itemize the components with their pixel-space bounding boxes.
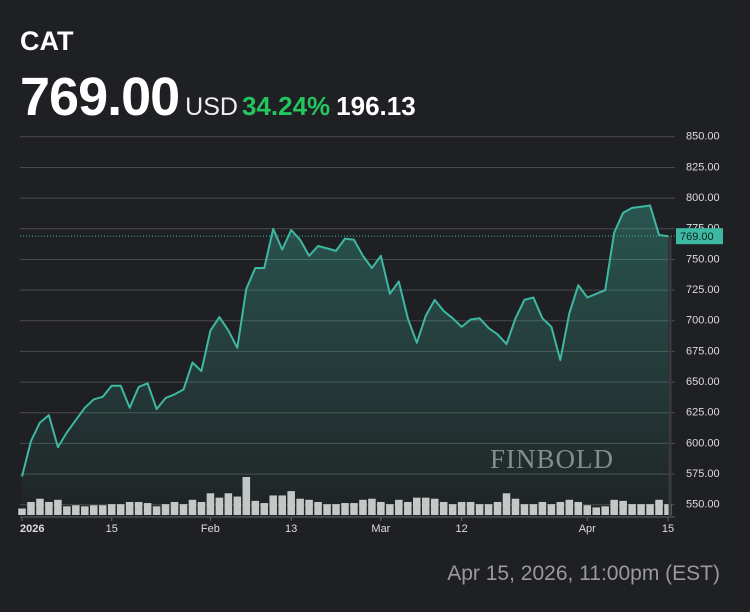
x-tick-label: 13 xyxy=(285,523,297,535)
x-tick-label: Apr xyxy=(579,523,596,535)
timestamp: Apr 15, 2026, 11:00pm (EST) xyxy=(447,562,720,585)
y-tick-label: 600.00 xyxy=(686,437,720,449)
y-tick-label: 725.00 xyxy=(686,284,720,296)
price-tag-label: 769.00 xyxy=(680,231,714,243)
change-absolute: 196.13 xyxy=(336,91,416,121)
area xyxy=(22,205,668,517)
y-tick-label: 675.00 xyxy=(686,345,720,357)
y-tick-label: 625.00 xyxy=(686,407,720,419)
price: 769.00 xyxy=(20,67,180,127)
x-tick-label: Mar xyxy=(371,523,390,535)
y-tick-label: 550.00 xyxy=(686,499,720,511)
x-tick-label: 15 xyxy=(106,523,118,535)
price-tag xyxy=(676,228,723,245)
y-tick-label: 750.00 xyxy=(686,253,720,265)
currency: USD xyxy=(185,93,238,121)
y-tick-label: 700.00 xyxy=(686,315,720,327)
y-tick-label: 825.00 xyxy=(686,161,720,173)
x-tick-label: 15 xyxy=(662,523,674,535)
change-percent: 34.24% xyxy=(241,91,331,121)
x-tick-label: 12 xyxy=(456,523,468,535)
y-tick-label: 850.00 xyxy=(686,131,720,143)
x-tick-label: Feb xyxy=(201,523,220,535)
quote: 769.00 USD 34.24% 196.13 xyxy=(20,66,416,128)
x-tick-label: 2026 xyxy=(20,523,44,535)
y-tick-label: 575.00 xyxy=(686,468,720,480)
symbol: CAT xyxy=(20,26,74,56)
price-line xyxy=(21,204,669,477)
y-tick-label: 800.00 xyxy=(686,192,720,204)
y-tick-label: 650.00 xyxy=(686,376,720,388)
chart: 550.00 575.00 600.00 625.00 650.00 675.00 700.… xyxy=(18,131,723,535)
